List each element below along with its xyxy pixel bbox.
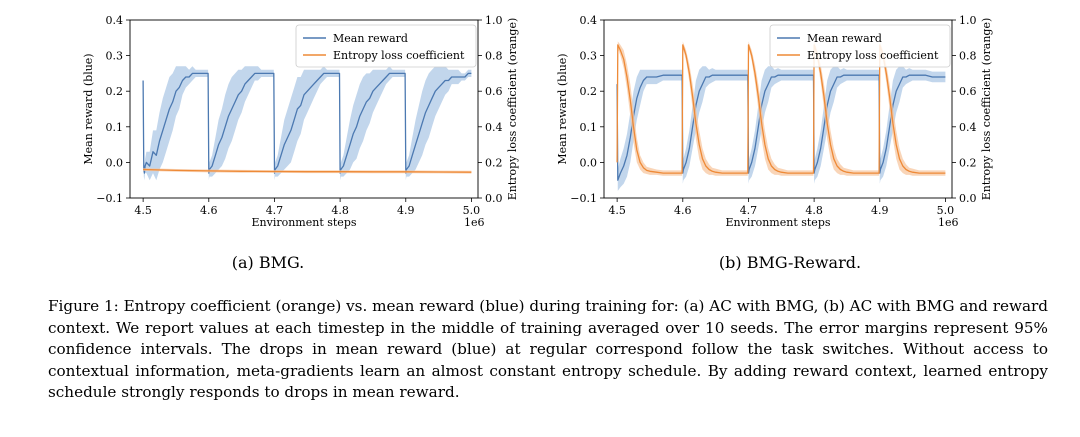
- y-tick-label: 0.2: [580, 85, 598, 98]
- legend-label: Entropy loss coefficient: [807, 49, 939, 62]
- y-tick-label: 0.1: [106, 121, 124, 134]
- y-tick-label: −0.1: [96, 192, 123, 205]
- y2-tick-label: 0.2: [485, 156, 503, 169]
- series-band-mean-reward: [617, 66, 946, 191]
- y-axis-label: Mean reward (blue): [556, 53, 569, 164]
- y-tick-label: 0.1: [580, 121, 598, 134]
- y-tick-label: 0.4: [106, 14, 124, 27]
- chart-panel-a: 4.5 4.6 4.7 4.8 4.9 5.0 −0.1 0.0 0.1 0.2 0.3 0.4 0.0…: [82, 14, 519, 229]
- x-axis-label: Environment steps: [251, 216, 356, 229]
- y2-tick-label: 0.8: [485, 50, 503, 63]
- plot-frame: [129, 19, 479, 199]
- legend-label: Mean reward: [807, 32, 882, 45]
- figure-charts: 4.5 4.6 4.7 4.8 4.9 5.0 −0.1 0.0 0.1 0.2 0.3 0.4 0.0…: [82, 14, 993, 229]
- x-tick-label: 4.9: [397, 204, 415, 217]
- x-offset-label: 1e6: [464, 216, 485, 229]
- y2-tick-label: 0.8: [959, 50, 977, 63]
- y-tick-label: 0.3: [580, 50, 598, 63]
- y2-tick-label: 0.4: [959, 121, 977, 134]
- subcaption-a: (a) BMG.: [231, 253, 305, 272]
- chart-legend: Mean reward Entropy loss coefficient: [295, 24, 477, 68]
- x-tick-label: 4.5: [134, 204, 152, 217]
- x-tick-label: 4.7: [266, 204, 284, 217]
- y2-axis-label: Entropy loss coefficient (orange): [506, 18, 519, 201]
- x-tick-label: 4.6: [200, 204, 218, 217]
- legend-box: [769, 24, 951, 68]
- y2-tick-label: 0.0: [959, 192, 977, 205]
- x-tick-label: 5.0: [463, 204, 481, 217]
- x-offset-label: 1e6: [938, 216, 959, 229]
- x-tick-label: 4.5: [608, 204, 626, 217]
- x-tick-label: 4.7: [740, 204, 758, 217]
- x-tick-label: 5.0: [937, 204, 955, 217]
- x-tick-label: 4.8: [331, 204, 349, 217]
- y2-tick-label: 0.6: [485, 85, 503, 98]
- y-tick-label: 0.0: [106, 156, 124, 169]
- x-axis-label: Environment steps: [725, 216, 830, 229]
- tick-group: 4.5 4.6 4.7 4.8 4.9 5.0 −0.1 0.0 0.1 0.2 0.3 0.4 0.0…: [96, 14, 502, 217]
- tick-group: 4.5 4.6 4.7 4.8 4.9 5.0 −0.1 0.0 0.1 0.2 0.3 0.4 0.0…: [570, 14, 976, 217]
- subcaption-b: (b) BMG-Reward.: [718, 253, 862, 272]
- y-tick-label: −0.1: [570, 192, 597, 205]
- y-tick-label: 0.0: [580, 156, 598, 169]
- legend-label: Mean reward: [333, 32, 408, 45]
- y2-tick-label: 1.0: [959, 14, 977, 27]
- y2-tick-label: 0.0: [485, 192, 503, 205]
- figure-caption: Figure 1: Entropy coefficient (orange) v…: [48, 297, 1048, 402]
- chart-panel-b: 4.5 4.6 4.7 4.8 4.9 5.0 −0.1 0.0 0.1 0.2 0.3 0.4 0.0…: [556, 14, 993, 229]
- series-line-mean-reward: [616, 74, 946, 181]
- x-tick-label: 4.6: [674, 204, 692, 217]
- y2-tick-label: 0.2: [959, 156, 977, 169]
- y2-tick-label: 0.6: [959, 85, 977, 98]
- legend-label: Entropy loss coefficient: [333, 49, 465, 62]
- y-tick-label: 0.3: [106, 50, 124, 63]
- x-tick-label: 4.9: [871, 204, 889, 217]
- y-tick-label: 0.4: [580, 14, 598, 27]
- y-axis-label: Mean reward (blue): [82, 53, 95, 164]
- series-line-mean-reward: [142, 72, 472, 174]
- plot-frame: [603, 19, 953, 199]
- y2-tick-label: 0.4: [485, 121, 503, 134]
- x-tick-label: 4.8: [805, 204, 823, 217]
- legend-box: [295, 24, 477, 68]
- series-band-mean-reward: [143, 66, 472, 181]
- y2-tick-label: 1.0: [485, 14, 503, 27]
- y-tick-label: 0.2: [106, 85, 124, 98]
- series-line-entropy-coefficient: [143, 168, 472, 173]
- y2-axis-label: Entropy loss coefficient (orange): [980, 18, 993, 201]
- chart-legend: Mean reward Entropy loss coefficient: [769, 24, 951, 68]
- plot-area: [142, 66, 472, 181]
